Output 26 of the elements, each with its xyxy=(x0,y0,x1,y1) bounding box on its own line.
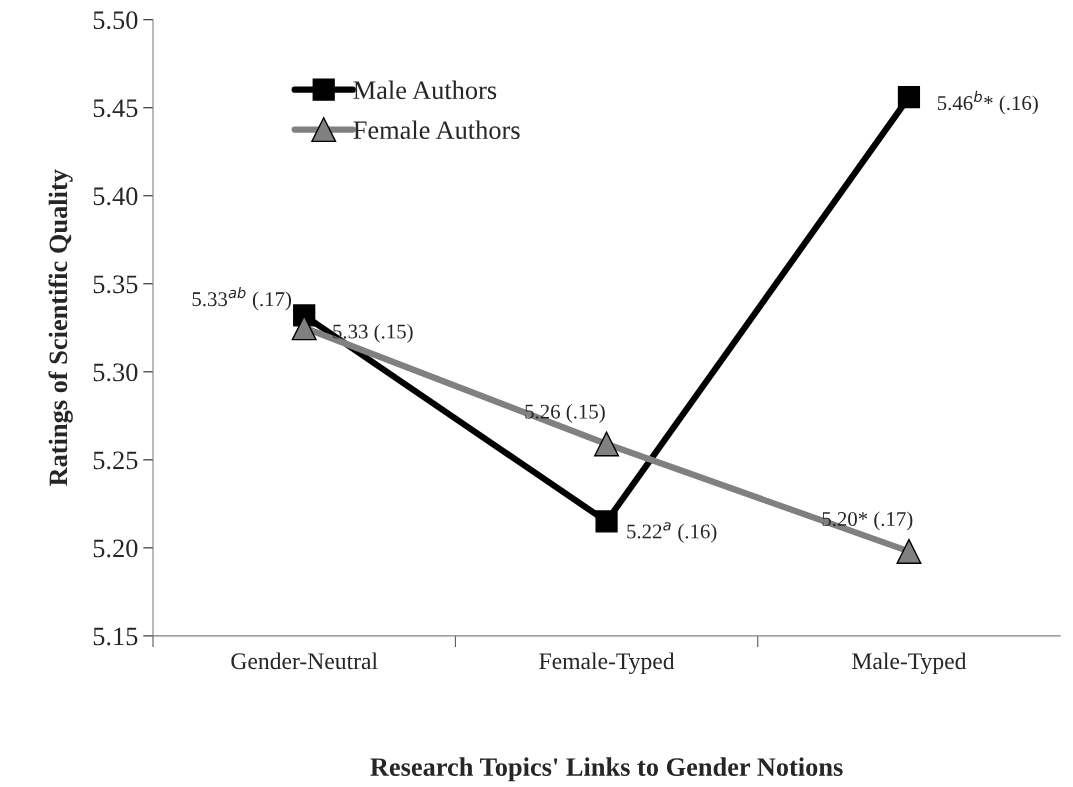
point xyxy=(595,510,618,533)
legend-label: Male Authors xyxy=(353,80,497,100)
y-tick-label: 5.40 xyxy=(93,187,138,206)
legend-label: Female Authors xyxy=(353,120,520,140)
data-label: 5.46$^{b}$* (.16) xyxy=(937,90,1038,115)
y-tick-label: 5.30 xyxy=(93,363,138,382)
point xyxy=(291,315,317,341)
data-label: 5.26 (.15) xyxy=(525,403,605,423)
y-tick-label: 5.50 xyxy=(93,11,138,30)
x-tick-label: Gender-Neutral xyxy=(231,652,378,670)
data-label: 5.22$^{a}$ (.16) xyxy=(627,522,717,543)
y-axis-title: Ratings of Scientific Quality xyxy=(48,169,73,487)
x-axis-title: Research Topics' Links to Gender Notions xyxy=(370,757,843,782)
y-tick-label: 5.45 xyxy=(93,99,138,118)
y-tick-label: 5.35 xyxy=(93,275,138,294)
y-tick-label: 5.25 xyxy=(93,451,138,470)
x-tick-label: Male-Typed xyxy=(852,652,967,675)
x-tick-label: Female-Typed xyxy=(539,652,675,675)
point xyxy=(594,431,620,457)
data-label: 5.20* (.17) xyxy=(822,511,913,531)
y-tick-label: 5.20 xyxy=(93,539,138,558)
data-label: 5.33 (.15) xyxy=(333,323,413,343)
data-label: 5.33$^{ab}$ (.17) xyxy=(192,286,292,311)
point xyxy=(897,86,921,109)
y-tick-label: 5.15 xyxy=(93,627,138,646)
point xyxy=(896,538,922,564)
